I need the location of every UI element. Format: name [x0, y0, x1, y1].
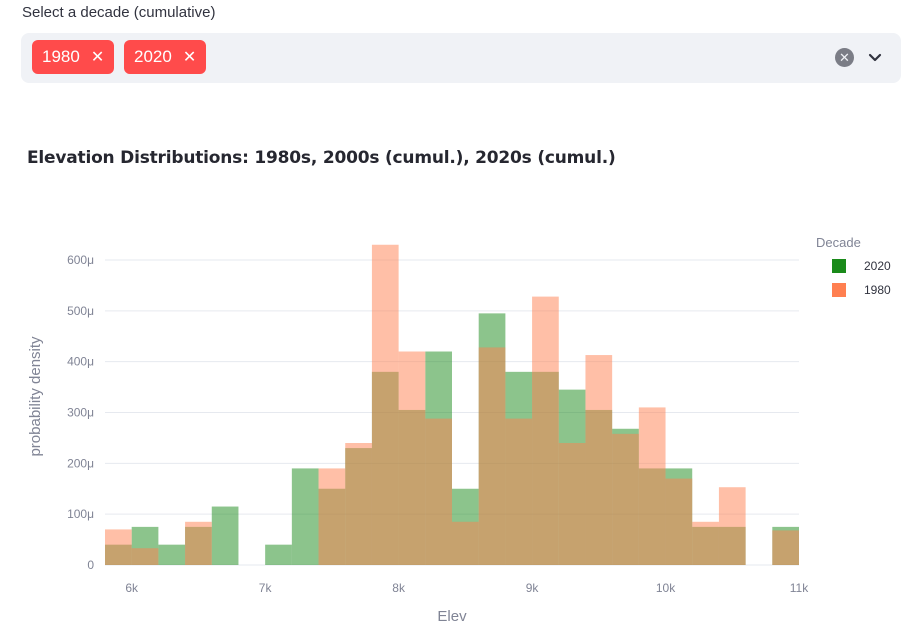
- bar-2020: [692, 526, 719, 565]
- remove-tag-icon[interactable]: ✕: [182, 49, 197, 66]
- bar-2020: [452, 488, 479, 565]
- legend-swatch-1980: [832, 283, 846, 297]
- legend-swatch-2020: [832, 259, 846, 273]
- tag-label: 2020: [134, 47, 172, 66]
- bar-1980: [371, 244, 399, 565]
- y-tick-label: 200μ: [67, 456, 94, 470]
- clear-all-icon[interactable]: ✕: [835, 48, 854, 67]
- bar-2020: [158, 544, 186, 565]
- bar-2020: [105, 544, 132, 565]
- y-tick-label: 100μ: [67, 507, 94, 521]
- histogram-bars: [105, 244, 799, 565]
- chevron-down-icon[interactable]: [867, 50, 883, 66]
- bar-1980: [318, 468, 346, 565]
- bar-2020: [558, 389, 586, 565]
- bar-2020: [612, 428, 639, 565]
- bar-2020: [291, 468, 319, 565]
- x-tick-label: 9k: [526, 581, 540, 595]
- legend-title: Decade: [816, 235, 861, 250]
- bar-1980: [665, 478, 693, 565]
- bar-2020: [478, 313, 506, 565]
- bar-1980: [612, 433, 639, 565]
- bar-1980: [398, 351, 426, 565]
- x-tick-label: 6k: [125, 581, 139, 595]
- bar-2020: [505, 371, 533, 565]
- tag-1980[interactable]: 1980 ✕: [32, 40, 114, 74]
- bar-1980: [478, 347, 506, 565]
- y-axis-ticks: 0 100μ 200μ 300μ 400μ 500μ 600μ: [67, 253, 94, 572]
- chart-title: Elevation Distributions: 1980s, 2000s (c…: [27, 148, 616, 168]
- y-tick-label: 400μ: [67, 355, 94, 369]
- legend: Decade 2020 1980: [816, 235, 891, 297]
- bar-1980: [692, 521, 719, 565]
- gridlines: [105, 259, 799, 566]
- bar-1980: [425, 418, 452, 565]
- bar-2020: [318, 488, 346, 565]
- bar-2020: [718, 526, 746, 565]
- decade-multiselect[interactable]: 1980 ✕ 2020 ✕ ✕: [21, 33, 901, 83]
- bar-2020: [398, 409, 426, 565]
- bar-2020: [265, 544, 292, 565]
- bar-2020: [425, 351, 452, 565]
- bar-1980: [131, 548, 159, 565]
- legend-label-1980: 1980: [864, 283, 891, 297]
- bar-1980: [452, 521, 479, 565]
- x-tick-label: 11k: [790, 581, 809, 595]
- bar-2020: [638, 468, 666, 565]
- bar-2020: [665, 468, 693, 565]
- bar-1980: [585, 355, 613, 565]
- bar-2020: [532, 371, 559, 565]
- y-tick-label: 500μ: [67, 304, 94, 318]
- bar-1980: [638, 407, 666, 565]
- y-tick-label: 0: [87, 558, 94, 572]
- bar-2020: [185, 526, 212, 565]
- y-axis-title: probability density: [27, 336, 44, 457]
- bar-2020: [772, 526, 799, 565]
- tag-label: 1980: [42, 47, 80, 66]
- x-axis-title: Elev: [437, 608, 467, 625]
- bar-1980: [558, 443, 586, 565]
- x-axis-ticks: 6k 7k 8k 9k 10k 11k: [125, 581, 809, 595]
- bar-2020: [345, 448, 372, 565]
- bar-1980: [532, 296, 559, 565]
- bar-1980: [345, 443, 372, 565]
- tag-2020[interactable]: 2020 ✕: [124, 40, 206, 74]
- bar-2020: [131, 526, 159, 565]
- legend-label-2020: 2020: [864, 259, 891, 273]
- y-tick-label: 600μ: [67, 253, 94, 267]
- bar-1980: [718, 487, 746, 565]
- bar-2020: [211, 506, 239, 565]
- decade-select-label: Select a decade (cumulative): [22, 4, 216, 21]
- x-tick-label: 8k: [392, 581, 406, 595]
- x-tick-label: 10k: [656, 581, 676, 595]
- remove-tag-icon[interactable]: ✕: [90, 49, 105, 66]
- bar-1980: [772, 530, 799, 565]
- bar-1980: [185, 521, 212, 565]
- x-tick-label: 7k: [259, 581, 273, 595]
- bar-2020: [585, 409, 613, 565]
- y-tick-label: 300μ: [67, 406, 94, 420]
- bar-1980: [105, 529, 132, 565]
- bar-2020: [371, 371, 399, 565]
- bar-1980: [505, 418, 533, 565]
